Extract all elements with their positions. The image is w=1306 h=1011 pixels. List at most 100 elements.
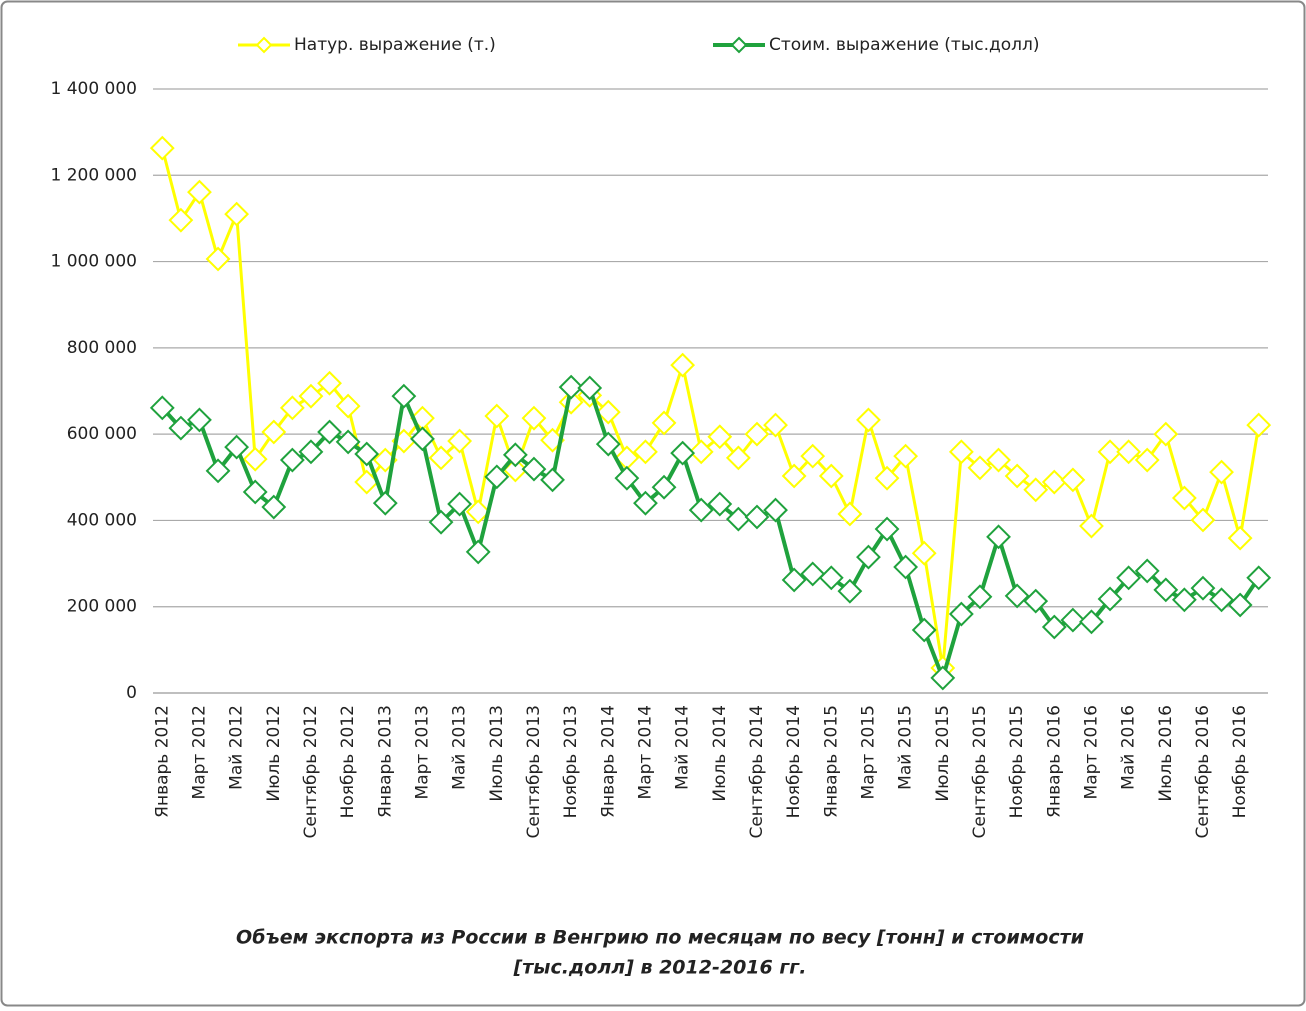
y-tick-label: 1 000 000 bbox=[50, 252, 137, 272]
point-marker bbox=[558, 374, 584, 400]
x-tick-label: Июль 2013 bbox=[487, 705, 507, 802]
point-marker bbox=[986, 524, 1011, 550]
legend-marker bbox=[255, 36, 273, 54]
point-marker bbox=[1134, 447, 1160, 473]
point-marker bbox=[800, 561, 826, 587]
point-marker bbox=[595, 431, 621, 457]
point-marker bbox=[856, 544, 881, 570]
point-marker bbox=[763, 412, 788, 438]
x-tick-label: Январь 2016 bbox=[1044, 705, 1064, 818]
x-tick-label: Ноябрь 2014 bbox=[784, 705, 804, 818]
x-tick-label: Июль 2012 bbox=[264, 705, 284, 802]
point-marker bbox=[1190, 507, 1216, 533]
point-marker bbox=[335, 393, 361, 419]
x-tick-label: Март 2015 bbox=[858, 705, 878, 799]
y-tick-label: 200 000 bbox=[67, 597, 137, 617]
point-marker bbox=[856, 407, 881, 433]
y-tick-label: 1 200 000 bbox=[50, 165, 137, 185]
point-marker bbox=[1060, 607, 1086, 633]
point-marker bbox=[447, 428, 473, 454]
point-marker bbox=[818, 463, 844, 489]
point-marker bbox=[205, 458, 231, 484]
point-marker bbox=[967, 455, 993, 481]
y-tick-label: 600 000 bbox=[67, 424, 137, 444]
y-tick-label: 0 bbox=[126, 683, 137, 703]
point-marker bbox=[800, 443, 826, 469]
point-marker bbox=[1097, 586, 1123, 612]
x-tick-label: Сентябрь 2016 bbox=[1193, 705, 1213, 839]
point-marker bbox=[1023, 588, 1049, 614]
point-marker bbox=[1041, 469, 1067, 495]
point-marker bbox=[1227, 525, 1253, 551]
legend-label: Стоим. выражение (тыс.долл) bbox=[769, 35, 1040, 55]
point-marker bbox=[317, 419, 342, 445]
point-marker bbox=[224, 434, 250, 460]
x-tick-label: Июль 2014 bbox=[710, 705, 730, 802]
point-marker bbox=[967, 584, 993, 610]
y-tick-label: 1 400 000 bbox=[50, 79, 137, 99]
legend-label: Натур. выражение (т.) bbox=[294, 35, 496, 55]
point-marker bbox=[1190, 575, 1216, 601]
x-tick-label: Январь 2014 bbox=[598, 705, 618, 818]
x-tick-label: Май 2016 bbox=[1119, 705, 1139, 790]
point-marker bbox=[261, 494, 287, 520]
point-marker bbox=[465, 499, 491, 525]
x-tick-label: Июль 2015 bbox=[933, 705, 953, 802]
point-marker bbox=[930, 665, 956, 691]
point-marker bbox=[428, 509, 454, 535]
point-marker bbox=[1209, 587, 1234, 613]
point-marker bbox=[948, 439, 974, 465]
point-marker bbox=[242, 446, 268, 472]
point-marker bbox=[168, 207, 194, 233]
x-tick-label: Ноябрь 2015 bbox=[1007, 705, 1027, 818]
point-marker bbox=[707, 491, 733, 517]
point-marker bbox=[428, 445, 454, 471]
point-marker bbox=[205, 246, 231, 272]
point-marker bbox=[298, 439, 324, 465]
point-marker bbox=[521, 456, 547, 482]
point-marker bbox=[1004, 463, 1030, 489]
point-marker bbox=[1097, 439, 1123, 465]
point-marker bbox=[707, 424, 733, 450]
point-marker bbox=[484, 464, 510, 490]
point-marker bbox=[261, 419, 287, 445]
point-marker bbox=[837, 501, 863, 527]
point-marker bbox=[354, 441, 380, 467]
x-tick-label: Сентябрь 2013 bbox=[524, 705, 544, 839]
chart-title: Объем экспорта из России в Венгрию по ме… bbox=[236, 927, 1084, 949]
point-marker bbox=[502, 442, 528, 468]
point-marker bbox=[1171, 587, 1197, 613]
point-marker bbox=[651, 410, 677, 436]
point-marker bbox=[335, 429, 361, 455]
x-tick-label: Май 2013 bbox=[450, 705, 470, 790]
x-tick-label: Март 2013 bbox=[412, 705, 432, 799]
point-marker bbox=[224, 201, 250, 227]
x-tick-label: Май 2012 bbox=[227, 705, 247, 790]
x-tick-label: Июль 2016 bbox=[1156, 705, 1176, 802]
x-tick-label: Май 2014 bbox=[673, 705, 693, 790]
point-marker bbox=[187, 179, 212, 205]
point-marker bbox=[893, 443, 919, 469]
x-tick-label: Январь 2013 bbox=[375, 705, 395, 818]
x-tick-label: Ноябрь 2012 bbox=[338, 705, 358, 818]
point-marker bbox=[781, 567, 807, 593]
point-marker bbox=[744, 504, 770, 530]
point-marker bbox=[149, 395, 175, 421]
point-marker bbox=[410, 426, 435, 452]
point-marker bbox=[187, 407, 212, 433]
point-marker bbox=[688, 439, 714, 465]
x-tick-label: Январь 2015 bbox=[821, 705, 841, 818]
point-marker bbox=[595, 399, 621, 425]
point-marker bbox=[279, 447, 305, 473]
point-marker bbox=[1153, 421, 1179, 447]
point-marker bbox=[540, 467, 565, 493]
point-marker bbox=[893, 554, 919, 580]
point-marker bbox=[391, 383, 417, 409]
point-marker bbox=[744, 421, 770, 447]
point-marker bbox=[614, 465, 640, 491]
point-marker bbox=[521, 405, 547, 431]
point-marker bbox=[1079, 513, 1104, 539]
x-tick-label: Март 2012 bbox=[189, 705, 209, 799]
point-marker bbox=[986, 447, 1011, 473]
